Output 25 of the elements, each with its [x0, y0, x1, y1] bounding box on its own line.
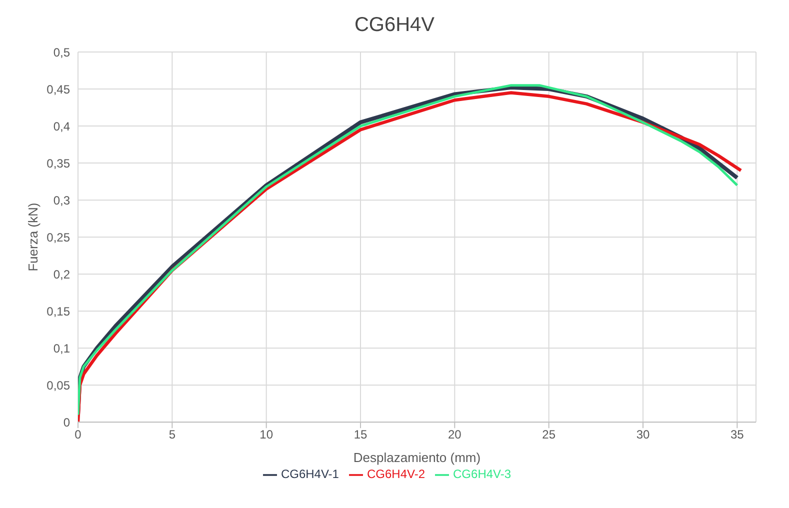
y-tick-label: 0 [63, 415, 70, 430]
y-tick-label: 0,2 [53, 267, 70, 282]
y-tick-label: 0,3 [53, 193, 70, 208]
x-tick-label: 25 [542, 428, 556, 442]
x-tick-label: 5 [168, 428, 176, 442]
x-tick-label: 20 [448, 428, 462, 442]
x-axis-title: Desplazamiento (mm) [353, 450, 481, 466]
y-tick-label: 0,5 [53, 45, 70, 60]
y-tick-label: 0,35 [46, 156, 70, 170]
y-tick-label: 0,4 [53, 119, 70, 134]
x-tick-label: 10 [260, 428, 274, 442]
legend-label: CG6H4V-3 [453, 467, 512, 482]
x-tick-label: 35 [730, 428, 744, 442]
legend-label: CG6H4V-1 [280, 467, 339, 482]
y-tick-label: 0,25 [46, 230, 70, 244]
y-axis-title: Fuerza (kN) [26, 202, 41, 272]
x-tick-label: 0 [74, 428, 82, 442]
y-tick-label: 0,45 [46, 82, 70, 96]
y-tick-label: 0,15 [46, 304, 70, 318]
legend-label: CG6H4V-2 [366, 467, 426, 482]
y-tick-label: 0,1 [53, 341, 70, 356]
chart-title: CG6H4V [353, 14, 436, 37]
y-tick-label: 0,05 [46, 378, 70, 392]
x-tick-label: 15 [354, 428, 368, 442]
x-tick-label: 30 [636, 428, 650, 442]
